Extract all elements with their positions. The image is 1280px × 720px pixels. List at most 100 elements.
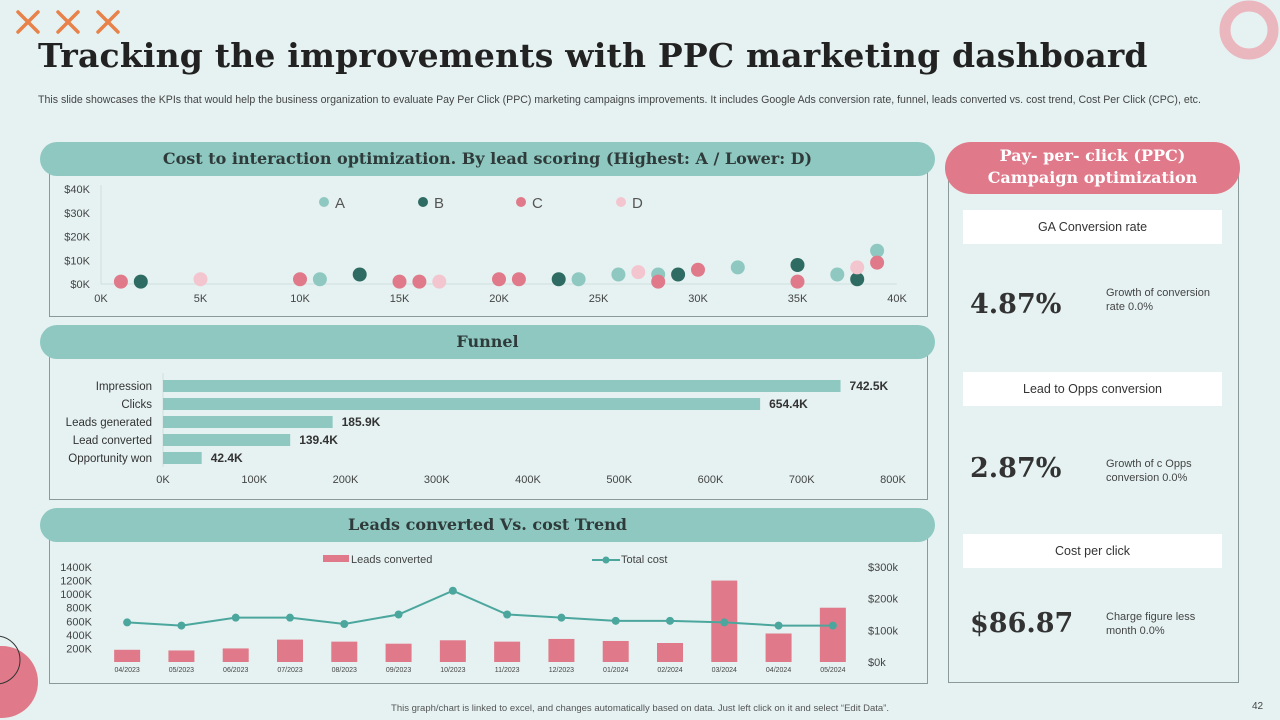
trend-line-point — [286, 613, 294, 622]
trend-line-point — [666, 616, 674, 625]
trend-x-tick: 01/2024 — [603, 667, 628, 674]
funnel-bar — [163, 380, 841, 392]
kpi-note-cost-per-click: Charge figure less month 0.0% — [1106, 611, 1196, 637]
trend-line-point — [611, 616, 620, 625]
trend-bar — [765, 633, 792, 662]
scatter-legend-marker-b — [418, 197, 428, 207]
trend-bar — [222, 648, 249, 662]
trend-x-tick: 11/2023 — [495, 667, 520, 674]
scatter-legend-marker-a — [319, 197, 329, 207]
trend-x-tick: 08/2023 — [332, 667, 357, 674]
scatter-point-a — [611, 267, 626, 282]
trend-line-point — [448, 586, 457, 595]
scatter-x-tick: 0K — [94, 293, 108, 305]
scatter-point-c — [113, 274, 128, 289]
trend-bar — [548, 638, 575, 662]
kpi-label-lead-to-opps: Lead to Opps conversion — [963, 372, 1222, 406]
trend-left-tick: 1200K — [60, 576, 92, 588]
scatter-y-tick: $0K — [70, 279, 90, 291]
trend-line-point — [340, 620, 349, 628]
trend-legend-bar-marker — [323, 555, 349, 562]
funnel-x-tick: 500K — [606, 474, 632, 486]
trend-bar — [819, 607, 846, 662]
scatter-point-c — [870, 255, 885, 270]
decorative-ring — [1219, 0, 1279, 60]
scatter-point-d — [193, 272, 208, 287]
trend-bar — [114, 649, 141, 662]
trend-x-tick: 05/2024 — [820, 667, 845, 674]
trend-x-tick: 04/2024 — [766, 667, 791, 674]
trend-bar — [277, 639, 303, 662]
scatter-legend-label-b: B — [434, 195, 444, 212]
trend-bar — [168, 650, 195, 662]
trend-line-point — [774, 621, 783, 630]
trend-section-title: Leads converted Vs. cost Trend — [40, 508, 935, 542]
trend-legend-line-label: Total cost — [621, 554, 667, 566]
scatter-section-title: Cost to interaction optimization. By lea… — [40, 142, 935, 176]
scatter-point-d — [432, 274, 447, 289]
scatter-y-tick: $30K — [64, 208, 90, 220]
trend-bar — [331, 641, 358, 662]
trend-x-tick: 12/2023 — [549, 667, 574, 674]
funnel-chart: Impression 742.5K Clicks 654.4K Leads genera… — [66, 373, 907, 486]
kpi-label-cost-per-click: Cost per click — [963, 534, 1222, 568]
scatter-point-c — [492, 272, 506, 287]
decorative-bottom-circle — [0, 635, 38, 718]
trend-left-tick: 200K — [66, 643, 92, 655]
scatter-point-b — [790, 258, 805, 272]
trend-x-tick: 02/2024 — [657, 667, 682, 674]
kpi-value-lead-to-opps: 2.87% — [970, 453, 1062, 484]
scatter-y-tick: $10K — [64, 255, 90, 267]
trend-line — [127, 589, 833, 627]
trend-line-point — [231, 613, 240, 622]
scatter-point-d — [850, 260, 865, 275]
scatter-x-tick: 30K — [688, 293, 708, 305]
scatter-point-c — [651, 274, 666, 289]
scatter-y-tick: $40K — [64, 184, 90, 196]
funnel-bar — [163, 416, 333, 428]
scatter-point-c — [790, 274, 805, 289]
funnel-x-tick: 800K — [880, 474, 906, 486]
trend-left-tick: 800K — [66, 603, 92, 615]
trend-bar — [657, 643, 683, 662]
kpi-panel — [948, 160, 1239, 683]
scatter-point-b — [671, 267, 686, 282]
scatter-chart: $0K $10K $20K $30K $40K 0K 5K 10K 15K 20K 25K 30K 35… — [64, 184, 907, 305]
trend-right-tick: $100k — [868, 625, 898, 637]
scatter-legend-label-c: C — [532, 195, 543, 212]
scatter-x-tick: 10K — [290, 293, 310, 305]
scatter-x-tick: 40K — [887, 293, 907, 305]
scatter-point-b — [133, 274, 148, 289]
scatter-point-a — [830, 267, 845, 282]
scatter-legend-marker-c — [516, 197, 526, 207]
funnel-section-title: Funnel — [40, 325, 935, 359]
funnel-category-label: Lead converted — [73, 435, 152, 447]
scatter-x-tick: 35K — [788, 293, 808, 305]
funnel-bar — [163, 398, 761, 410]
scatter-point-c — [691, 262, 705, 277]
scatter-point-c — [511, 272, 526, 287]
scatter-point-a — [312, 272, 327, 287]
trend-line-point — [394, 610, 403, 619]
funnel-category-label: Leads generated — [66, 417, 152, 429]
funnel-category-label: Impression — [96, 381, 152, 393]
funnel-bar — [163, 452, 202, 464]
kpi-header-line2: Campaign optimization — [987, 168, 1198, 187]
scatter-legend-label-d: D — [632, 195, 643, 212]
page-number: 42 — [1252, 701, 1264, 712]
scatter-point-b — [551, 272, 566, 287]
trend-right-tick: $300k — [868, 562, 898, 574]
trend-bar — [494, 641, 521, 662]
funnel-value-label: 742.5K — [850, 379, 889, 393]
trend-line-point — [123, 618, 132, 627]
trend-legend-line-dot — [602, 556, 610, 564]
trend-x-tick: 07/2023 — [277, 667, 302, 674]
funnel-category-label: Clicks — [121, 399, 152, 411]
trend-bar — [602, 640, 629, 662]
trend-bar — [385, 643, 412, 662]
funnel-x-tick: 100K — [241, 474, 267, 486]
kpi-note-ga-conversion: Growth of conversion rate 0.0% — [1106, 287, 1210, 313]
trend-line-point — [177, 621, 186, 630]
funnel-value-label: 185.9K — [342, 415, 381, 429]
